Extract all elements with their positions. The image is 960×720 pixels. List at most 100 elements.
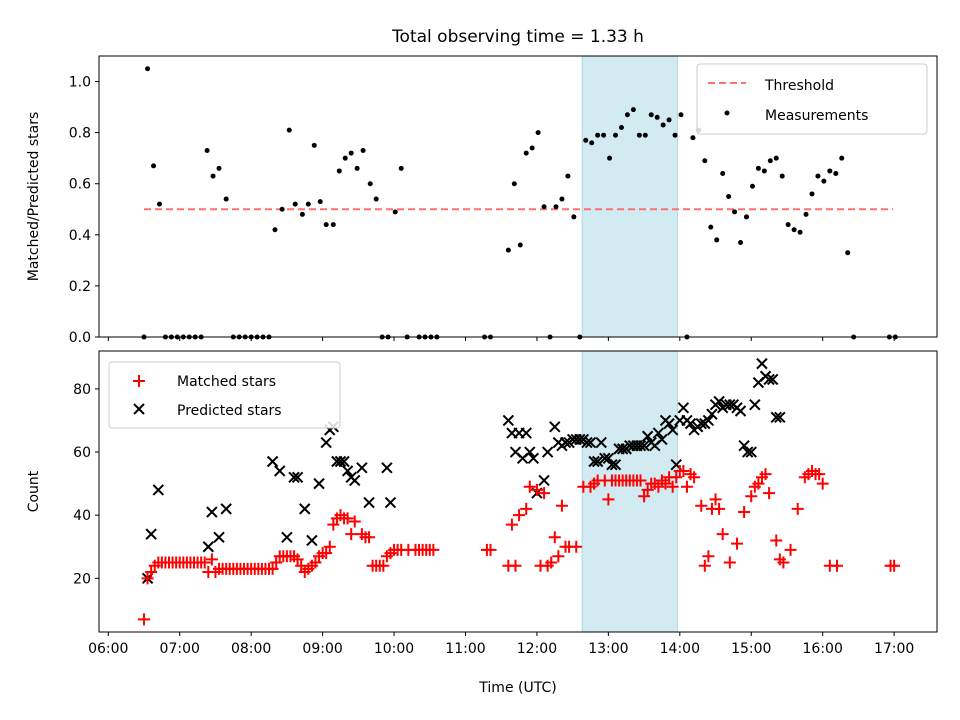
predicted-star-point: [706, 408, 718, 420]
measurement-point: [755, 165, 761, 171]
matched-star-point: [270, 556, 283, 569]
predicted-star-point: [320, 436, 332, 449]
measurement-point: [210, 173, 216, 179]
measurement-point: [648, 112, 654, 118]
legend-threshold-label: Threshold: [764, 78, 834, 94]
predicted-star-point: [702, 414, 715, 427]
predicted-star-point: [549, 421, 561, 433]
matched-star-point: [784, 543, 797, 556]
matched-star-point: [345, 528, 358, 541]
measurement-point: [660, 122, 666, 128]
predicted-star-point: [638, 440, 650, 452]
matched-star-point: [659, 477, 672, 490]
measurement-point: [785, 222, 791, 228]
measurement-point: [761, 168, 767, 174]
x-tick-label: 08:00: [231, 641, 271, 657]
matched-star-point: [770, 534, 783, 547]
measurement-point: [299, 211, 305, 217]
measurement-point: [292, 201, 298, 207]
predicted-star-point: [145, 528, 157, 540]
measurement-point: [726, 194, 732, 199]
measurement-point: [672, 132, 678, 138]
predicted-star-point: [713, 395, 725, 408]
y-tick-label: 60: [73, 445, 91, 461]
predicted-star-point: [763, 373, 775, 386]
matched-star-point: [680, 480, 693, 493]
x-tick-label: 12:00: [517, 641, 557, 657]
x-tick-label: 17:00: [874, 641, 914, 657]
matched-star-point: [320, 547, 333, 560]
measurement-point: [815, 173, 821, 179]
measurement-point: [523, 150, 529, 156]
predicted-star-point: [381, 462, 393, 474]
measurement-point: [607, 155, 613, 161]
legend-box: [696, 63, 928, 135]
predicted-star-point: [734, 405, 747, 417]
measurement-point: [749, 183, 755, 189]
measurement-point: [305, 201, 311, 207]
lower-axes: 20 40 60 80 06:00 07:00 08:00 09:00 10:00 11:00 12…: [26, 350, 938, 657]
measurement-point: [511, 181, 517, 187]
measurement-point: [797, 229, 803, 235]
matched-star-point: [670, 471, 683, 484]
measurement-point: [535, 130, 541, 136]
measurement-point: [529, 145, 535, 151]
predicted-star-point: [538, 474, 550, 487]
x-axis-label: Time (UTC): [478, 680, 556, 696]
measurement-point: [583, 137, 589, 143]
matched-star-point: [702, 550, 715, 563]
matched-star-point: [723, 556, 736, 569]
measurement-point: [827, 168, 833, 174]
predicted-star-point: [502, 414, 515, 427]
measurement-point: [311, 142, 317, 148]
y-tick-label: 0.0: [69, 330, 91, 346]
upper-y-axis-label: Matched/Predicted stars: [26, 112, 42, 282]
matched-star-point: [327, 518, 340, 531]
x-tick-label: 14:00: [660, 641, 700, 657]
measurement-point: [354, 165, 360, 171]
measurement-point: [330, 222, 336, 228]
matched-star-point: [198, 556, 211, 569]
matched-star-point: [530, 483, 543, 496]
measurement-point: [373, 196, 379, 202]
measurement-point: [151, 163, 157, 169]
predicted-star-point: [684, 417, 697, 430]
upper-axes-frame: [98, 55, 938, 338]
predicted-star-point: [581, 436, 593, 449]
measurement-point: [821, 178, 827, 184]
matched-star-point: [763, 487, 776, 500]
predicted-star-point: [656, 433, 668, 446]
matched-star-point: [205, 553, 218, 566]
measurement-point: [767, 158, 773, 164]
predicted-star-point: [334, 455, 347, 468]
x-tick-label: 09:00: [302, 641, 342, 657]
predicted-star-point: [641, 430, 654, 442]
measurement-point: [517, 242, 523, 248]
measurement-point: [589, 140, 595, 146]
matched-star-point: [813, 468, 826, 481]
measurement-point: [279, 206, 285, 212]
measurement-point: [732, 209, 738, 215]
measurement-point: [156, 201, 162, 207]
measurement-point: [398, 165, 404, 171]
predicted-star-point: [313, 477, 325, 490]
matched-star-point: [509, 559, 522, 572]
legend-box: [108, 361, 341, 429]
matched-star-point: [752, 477, 765, 490]
lower-y-axis-label: Count: [26, 470, 42, 512]
lower-axes-frame: [98, 350, 938, 633]
measurement-point: [714, 237, 720, 243]
lower-plot-area: [138, 357, 901, 626]
predicted-star-point: [206, 506, 218, 518]
measurement-point: [323, 222, 329, 228]
matched-star-point: [688, 471, 701, 484]
predicted-star-point: [341, 465, 354, 477]
measurement-point: [839, 155, 845, 161]
predicted-star-point: [524, 446, 536, 458]
y-tick-label: 0.4: [69, 228, 91, 244]
matched-star-point: [713, 502, 726, 515]
predicted-star-point: [288, 471, 300, 483]
predicted-star-point: [666, 424, 679, 436]
predicted-star-point: [695, 417, 707, 430]
matched-star-point: [641, 483, 654, 496]
